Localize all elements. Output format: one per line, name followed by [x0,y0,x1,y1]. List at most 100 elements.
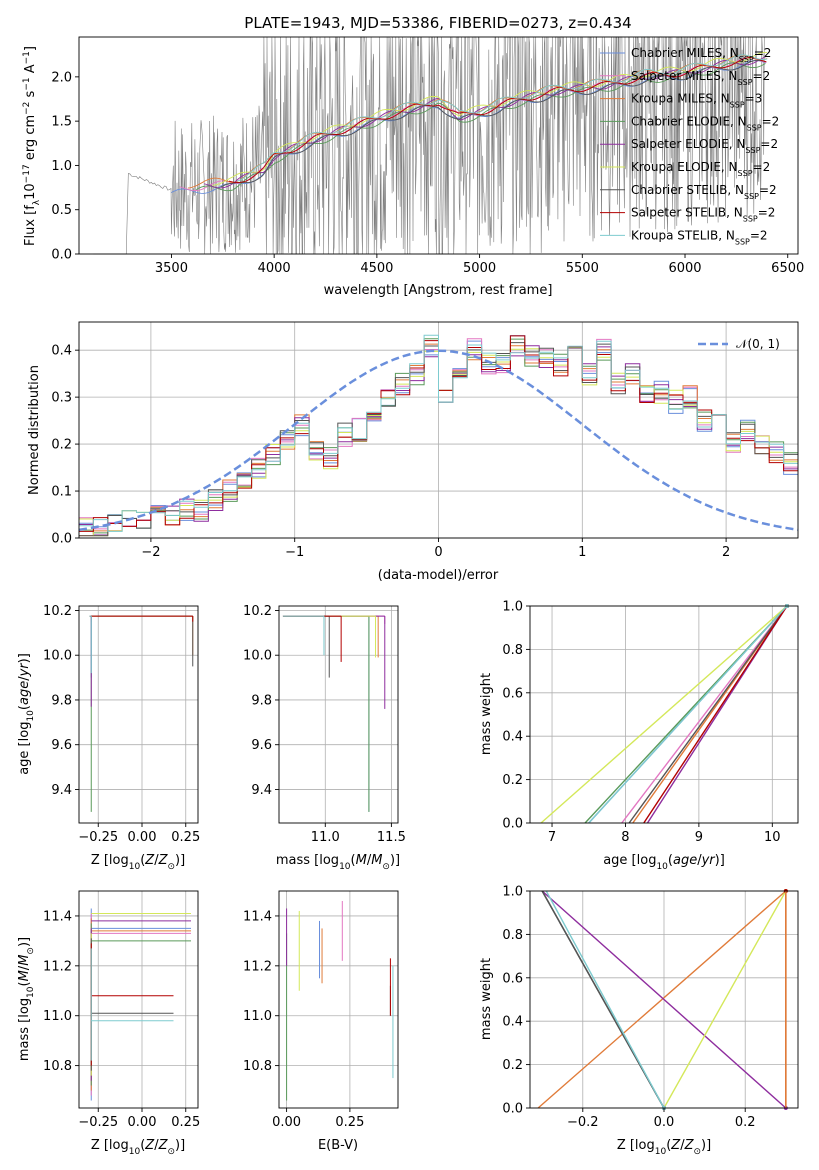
legend-label-chabrier_miles: Chabrier MILES, NSSP=2 [631,46,771,64]
legend-nssp-value: =2 [750,228,768,242]
y-tick-label: 0.4 [51,344,72,359]
mass-weight-vs-metallicity-panel: −0.2 0.0 0.2 0.0 0.2 0.4 0.6 0.8 1.0 Z [log10(Z/… [479,885,799,1157]
legend-model-name: Chabrier STELIB, N [631,183,744,197]
legend-nssp-value: =2 [759,183,777,197]
y-tick-label: 10.8 [43,1059,72,1074]
legend-label-kroupa_miles: Kroupa MILES, NSSP=3 [631,92,762,110]
age-mass-axes-frame [278,605,399,824]
y-tick-label: 9.6 [251,738,272,753]
spectrum-panel: 3500 4000 4500 5000 5500 6000 6500 0.0 0.5 1.0 1.5… [22,14,804,298]
mass-ebv-marks [286,900,394,1101]
legend-nssp-value: =3 [745,92,763,106]
y-tick-label: 0.2 [51,438,72,453]
mass-vs-reddening-panel: 0.00 0.25 10.8 11.0 11.2 11.4 E(B-V) [243,890,399,1153]
y-tick-label: 0.5 [51,203,72,218]
legend-model-name: Salpeter STELIB, N [631,206,743,220]
age-mass-plot-area [279,606,398,823]
y-tick-label: 11.2 [243,959,272,974]
spectrum-axes-frame [78,36,799,255]
legend-label-salpeter_stelib: Salpeter STELIB, NSSP=2 [631,206,775,224]
weight-age-line-salpeter_stelib [643,605,788,824]
weight-age-line-kroupa_stelib [588,605,788,824]
histogram-ylabel: Normed distribution [27,365,42,495]
age-vs-mass-panel: 11.0 11.5 9.4 9.6 9.8 10.0 10.2 mass [log10(M/… [243,604,406,872]
legend-nssp-value: =2 [753,160,771,174]
y-tick-label: 0.6 [502,971,523,986]
legend-model-name: Salpeter MILES, N [631,69,738,83]
age-z-marks [89,615,194,812]
mass-z-ticks: −0.25 0.00 0.25 10.8 11.0 11.2 11.4 [43,909,200,1130]
x-tick-label: 0.00 [272,1115,301,1130]
x-tick-label: 10 [764,830,781,845]
y-tick-label: 9.4 [51,783,72,798]
weight-age-axes-frame [529,605,799,824]
y-tick-label: 0.2 [502,773,523,788]
y-tick-label: 9.8 [251,693,272,708]
y-tick-label: 0.4 [502,1015,523,1030]
age-z-xlabel: Z [log10(Z/Z⊙)] [91,853,185,872]
x-tick-label: 0.25 [335,1115,364,1130]
legend-label-salpeter_elodie: Salpeter ELODIE, NSSP=2 [631,137,778,155]
legend-model-name: Kroupa STELIB, N [631,228,735,242]
y-tick-label: 11.4 [243,909,272,924]
weight-age-ylabel: mass weight [479,673,494,755]
legend-nssp-value: =2 [754,46,772,60]
mass-z-plot-area [79,891,198,1108]
weight-age-xlabel: age [log10(age/yr)] [603,853,725,872]
y-tick-label: 1.0 [502,600,523,615]
legend-nssp-value: =2 [758,206,776,220]
mass-z-xlabel: Z [log10(Z/Z⊙)] [91,1138,185,1157]
y-tick-label: 0.0 [502,1102,523,1117]
y-tick-label: 10.8 [243,1059,272,1074]
x-tick-label: 0.2 [735,1115,756,1130]
legend-label-chabrier_stelib: Chabrier STELIB, NSSP=2 [631,183,777,201]
legend-label-kroupa_stelib: Kroupa STELIB, NSSP=2 [631,228,768,246]
legend-nssp-subscript: SSP [735,237,750,246]
residual-histogram-panel: −2 −1 0 1 2 0.0 0.1 0.2 0.3 0.4 (data-model)/erro… [27,321,799,583]
y-tick-label: 1.0 [51,159,72,174]
x-tick-label: 6500 [771,261,804,276]
x-tick-label: 6000 [668,261,701,276]
x-tick-label: −0.25 [78,830,118,845]
x-tick-label: 4500 [360,261,393,276]
histogram-xlabel: (data-model)/error [378,568,499,583]
spectrum-xlabel: wavelength [Angstrom, rest frame] [324,283,553,298]
age-z-ticks: −0.25 0.00 0.25 9.4 9.6 9.8 10.0 10.2 [43,604,200,845]
x-tick-label: 5500 [566,261,599,276]
age-z-ylabel: age [log10(age/yr)] [17,653,36,775]
weight-z-line-kroupa_stelib [545,890,665,1109]
legend-label-kroupa_elodie: Kroupa ELODIE, NSSP=2 [631,160,770,178]
weight-age-lines [540,604,789,824]
y-tick-label: 0.3 [51,391,72,406]
y-tick-label: 9.8 [51,693,72,708]
y-tick-label: 10.2 [43,604,72,619]
legend-nssp-value: =2 [753,69,771,83]
weight-z-ticks: −0.2 0.0 0.2 0.0 0.2 0.4 0.6 0.8 1.0 [502,885,755,1131]
mass-ebv-axes-frame [278,890,399,1109]
spectrum-ylabel: Flux [fλ10−17 erg cm−2 s−1 A−1] [22,46,42,246]
x-tick-label: 7 [548,830,556,845]
weight-age-ticks: 7 8 9 10 0.0 0.2 0.4 0.6 0.8 1.0 [502,600,780,846]
histogram-steps [79,334,798,537]
legend-model-name: Chabrier ELODIE, N [631,114,747,128]
mass-weight-vs-age-panel: 7 8 9 10 0.0 0.2 0.4 0.6 0.8 1.0 age [log10(age/y… [479,600,799,872]
legend-model-name: Kroupa ELODIE, N [631,160,738,174]
mass-ebv-plot-area [279,891,398,1108]
x-tick-label: −0.25 [78,1115,118,1130]
age-mass-marks [282,615,386,812]
mass-ebv-xlabel: E(B-V) [318,1138,358,1153]
weight-z-lines [537,889,788,1110]
mass-vs-metallicity-panel: −0.25 0.00 0.25 10.8 11.0 11.2 11.4 Z [log10(Z… [17,890,200,1157]
spectrum-ticks: 3500 4000 4500 5000 5500 6000 6500 0.0 0.5 1.0 1.5… [51,70,804,276]
age-z-axes-frame [78,605,199,824]
x-tick-label: 0 [434,545,442,560]
weight-age-line-kroupa_elodie [540,605,788,824]
x-tick-label: 9 [695,830,703,845]
legend-nssp-subscript: SSP [730,100,745,109]
y-tick-label: 0.0 [51,248,72,263]
x-tick-label: 2 [722,545,730,560]
weight-age-line-salpeter_miles [621,605,788,824]
y-tick-label: 11.2 [43,959,72,974]
legend-model-name: Kroupa MILES, N [631,92,730,106]
